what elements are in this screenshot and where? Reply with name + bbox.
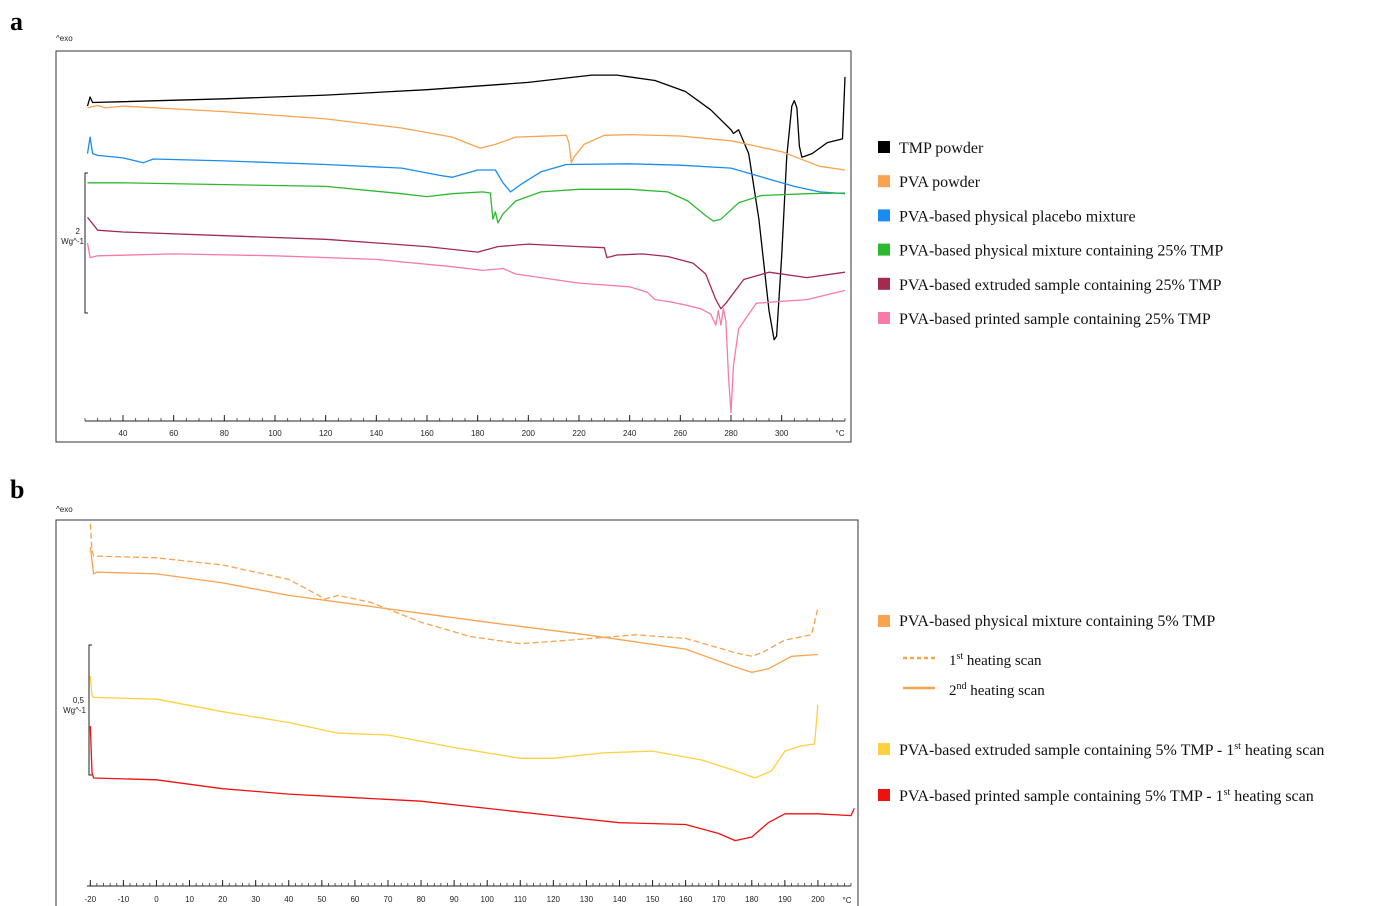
x-axis-a: °C 40 60 80 100 120 140 160 180 200 220 240 260 280 3…: [84, 415, 846, 438]
exo-label-a: ^exo: [56, 34, 73, 43]
x-unit-a: °C: [836, 429, 845, 438]
x-tick-label: 0: [154, 895, 159, 904]
scale-value-a: 2: [76, 227, 81, 236]
x-tick-label: 40: [284, 895, 293, 904]
legend-label-a: PVA-based physical placebo mixture: [899, 208, 1136, 225]
x-tick-label: 260: [674, 429, 688, 438]
series-line-3: [86, 136, 846, 195]
legend-swatch-b-printed: [878, 789, 890, 801]
x-tick-label: 140: [613, 895, 627, 904]
x-tick-label: 280: [724, 429, 738, 438]
legend-swatch-a: [878, 312, 890, 324]
legend-swatch-a: [878, 175, 890, 188]
legend-swatch-b-header: [878, 615, 890, 627]
x-tick-label: 190: [778, 895, 792, 904]
panel-b-letter: b: [10, 475, 24, 504]
x-tick-label: 110: [514, 895, 527, 904]
series-line-4: [87, 182, 846, 224]
x-tick-label: 100: [481, 895, 495, 904]
legend-swatch-b-extruded: [878, 743, 890, 755]
curves-panel-a: [86, 74, 846, 414]
scale-unit-a: Wg^-1: [61, 237, 84, 246]
scale-bar-a: 2 Wg^-1: [61, 172, 88, 314]
plot-frame-a: [55, 50, 852, 443]
legend-swatch-a: [878, 277, 890, 290]
x-tick-label: 160: [679, 895, 693, 904]
x-tick-label: 160: [420, 429, 434, 438]
x-tick-label: 130: [580, 895, 594, 904]
series-line-3: [89, 675, 819, 779]
scale-unit-b: Wg^-1: [63, 706, 86, 715]
x-tick-label: 200: [522, 429, 536, 438]
x-tick-label: 180: [471, 429, 485, 438]
plot-frame-b: [55, 519, 859, 906]
legend-label-a: PVA-based extruded sample containing 25%…: [899, 277, 1222, 294]
legend-label-a: TMP powder: [899, 140, 984, 157]
scale-bar-b: 0,5 Wg^-1: [63, 644, 92, 776]
series-line-1: [89, 523, 819, 657]
x-tick-label: 220: [572, 429, 586, 438]
panel-a-letter: a: [10, 7, 23, 36]
x-tick-label: -10: [118, 895, 130, 904]
exo-label-b: ^exo: [56, 505, 73, 514]
scale-value-b: 0,5: [73, 696, 85, 705]
legend-label-b-printed: PVA-based printed sample containing 5% T…: [899, 787, 1314, 805]
x-unit-b: °C: [843, 896, 852, 905]
legend-panel-b: PVA-based physical mixture containing 5%…: [878, 613, 1324, 805]
legend-swatch-a: [878, 209, 890, 222]
series-line-6: [86, 242, 846, 414]
legend-swatch-a: [878, 141, 890, 153]
series-line-2: [89, 547, 818, 674]
series-line-2: [87, 104, 846, 171]
x-tick-label: 100: [268, 429, 282, 438]
x-tick-label: 60: [169, 429, 178, 438]
legend-label-first-scan: 1st heating scan: [949, 651, 1042, 669]
legend-swatch-a: [878, 243, 890, 256]
x-tick-label: 180: [745, 895, 759, 904]
legend-label-b-header: PVA-based physical mixture containing 5%…: [899, 613, 1215, 630]
x-tick-label: 120: [319, 429, 333, 438]
legend-label-a: PVA powder: [899, 174, 981, 191]
legend-label-b-extruded: PVA-based extruded sample containing 5% …: [899, 741, 1324, 759]
x-tick-label: 20: [218, 895, 227, 904]
x-tick-label: 150: [646, 895, 660, 904]
x-axis-b: °C -20 -10 0 10 20 30 40 50 60 70 80 90 100 110 120 130…: [85, 880, 852, 905]
x-tick-label: 140: [370, 429, 384, 438]
x-tick-label: 300: [775, 429, 789, 438]
x-tick-label: 10: [185, 895, 194, 904]
x-tick-label: 120: [547, 895, 561, 904]
x-tick-label: 70: [384, 895, 393, 904]
series-line-5: [86, 216, 846, 310]
x-tick-label: 50: [317, 895, 326, 904]
x-tick-label: -20: [85, 895, 97, 904]
x-tick-label: 90: [450, 895, 459, 904]
curves-panel-b: [89, 523, 855, 842]
x-tick-label: 80: [417, 895, 426, 904]
x-tick-label: 200: [811, 895, 825, 904]
legend-label-second-scan: 2nd heating scan: [949, 681, 1045, 699]
legend-label-a: PVA-based physical mixture containing 25…: [899, 243, 1223, 260]
x-tick-label: 240: [623, 429, 637, 438]
series-line-4: [89, 726, 855, 842]
legend-panel-a: TMP powder PVA powder PVA-based physical p…: [878, 140, 1223, 328]
x-tick-label: 170: [712, 895, 726, 904]
series-line-1: [86, 74, 846, 341]
legend-label-a: PVA-based printed sample containing 25% …: [899, 311, 1211, 328]
x-tick-label: 60: [350, 895, 359, 904]
x-tick-label: 40: [119, 429, 128, 438]
x-tick-label: 30: [251, 895, 260, 904]
x-tick-label: 80: [220, 429, 229, 438]
